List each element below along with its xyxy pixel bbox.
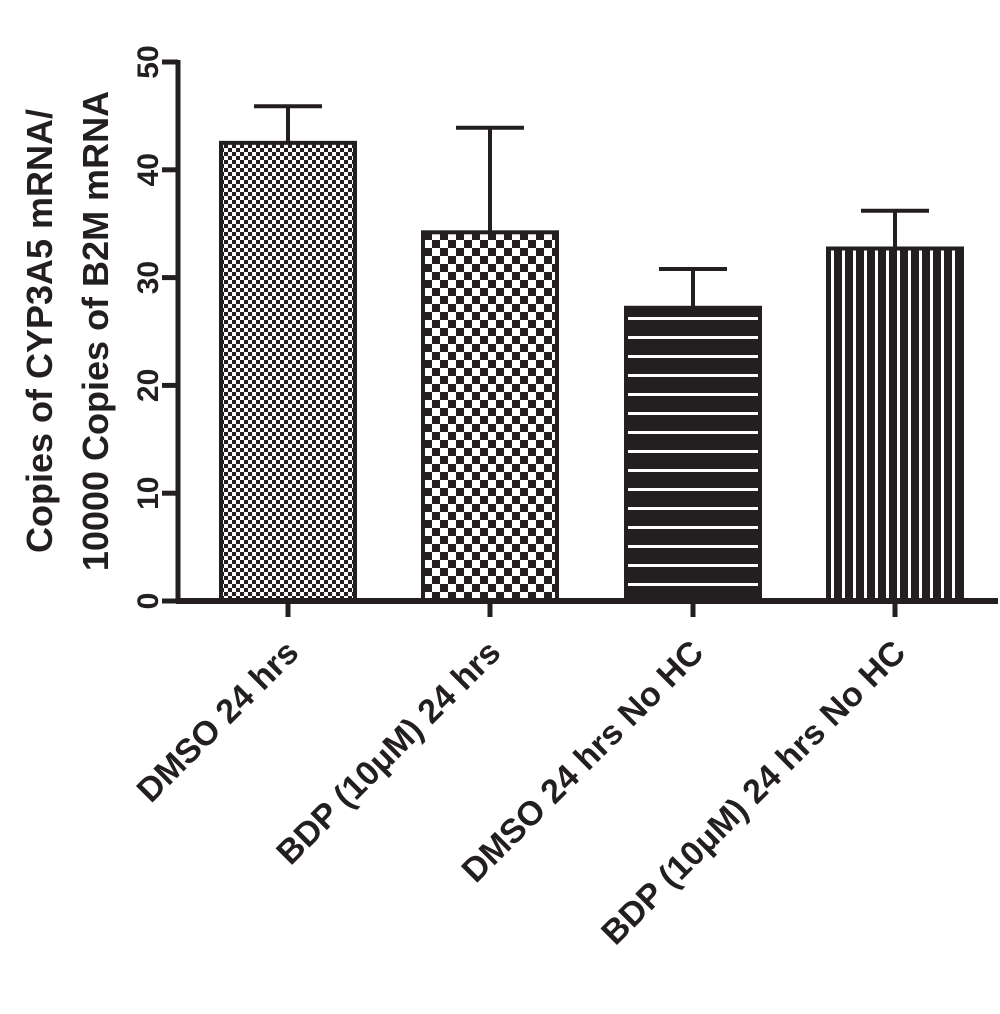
category-label-1: DMSO 24 hrs (130, 633, 307, 810)
bar-4 (826, 246, 964, 604)
error-bars-layer (254, 104, 929, 308)
y-tick-label-30: 30 (132, 261, 165, 294)
bar-1 (219, 140, 357, 603)
y-axis-title-2: 10000 Copies of B2M mRNA (75, 91, 116, 571)
category-label-group-2: BDP (10μM) 24 hrs (269, 633, 508, 872)
bars-layer (219, 140, 964, 604)
y-tick-label-group-0: 0 (132, 593, 165, 610)
axes-layer (162, 59, 998, 617)
y-axis-title-line-2: 10000 Copies of B2M mRNA (75, 91, 116, 571)
y-axis-title-line-1: Copies of CYP3A5 mRNA/ (19, 109, 60, 553)
y-axis-title: Copies of CYP3A5 mRNA/ (19, 109, 60, 553)
y-tick-label-0: 0 (132, 593, 165, 610)
y-tick-label-50: 50 (132, 45, 165, 78)
y-tick-label-group-50: 50 (132, 45, 165, 78)
y-tick-label-group-10: 10 (132, 477, 165, 510)
y-tick-label-group-40: 40 (132, 153, 165, 186)
y-tick-label-20: 20 (132, 369, 165, 402)
category-label-group-1: DMSO 24 hrs (130, 633, 307, 810)
category-label-2: BDP (10μM) 24 hrs (269, 633, 508, 872)
bar-3 (624, 305, 762, 603)
y-tick-label-group-30: 30 (132, 261, 165, 294)
y-tick-label-10: 10 (132, 477, 165, 510)
y-tick-label-40: 40 (132, 153, 165, 186)
y-tick-label-group-20: 20 (132, 369, 165, 402)
bar-2 (421, 230, 559, 603)
